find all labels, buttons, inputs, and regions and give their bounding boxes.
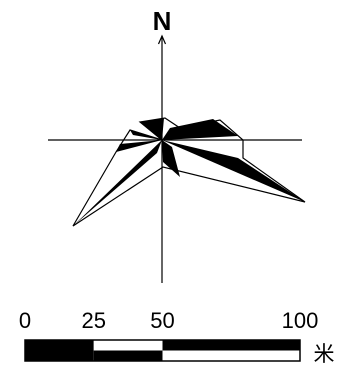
scale-unit-label: 米 <box>314 342 335 366</box>
scale-tick-label-0: 0 <box>19 308 31 333</box>
scale-bar-segment-2-bottom <box>162 350 300 361</box>
wind-rose-petal-ene <box>162 119 238 140</box>
scale-bar-segment-0-bottom <box>25 350 94 361</box>
wind-rose-petal-wsw <box>116 140 162 152</box>
north-label: N <box>153 6 172 36</box>
scale-bar-frame <box>24 339 301 362</box>
wind-rose-petal-wnw <box>130 130 162 140</box>
scale-bar-segment-2-top <box>162 340 300 351</box>
scale-bar-segment-0-top <box>25 340 94 351</box>
wind-rose-petal-ese <box>162 140 305 202</box>
scale-bar: 0 25 50 100 米 <box>19 308 335 366</box>
wind-rose-petal-nnw <box>140 118 164 140</box>
scale-tick-label-1: 25 <box>82 308 106 333</box>
scale-bar-segment-1-bottom <box>93 350 163 361</box>
wind-rose-petal-sse <box>162 140 180 177</box>
wind-rose-petal-sw <box>73 140 162 226</box>
scale-tick-label-2: 50 <box>150 308 174 333</box>
scale-tick-label-3: 100 <box>282 308 319 333</box>
scale-bar-segment-1-top <box>93 340 163 351</box>
